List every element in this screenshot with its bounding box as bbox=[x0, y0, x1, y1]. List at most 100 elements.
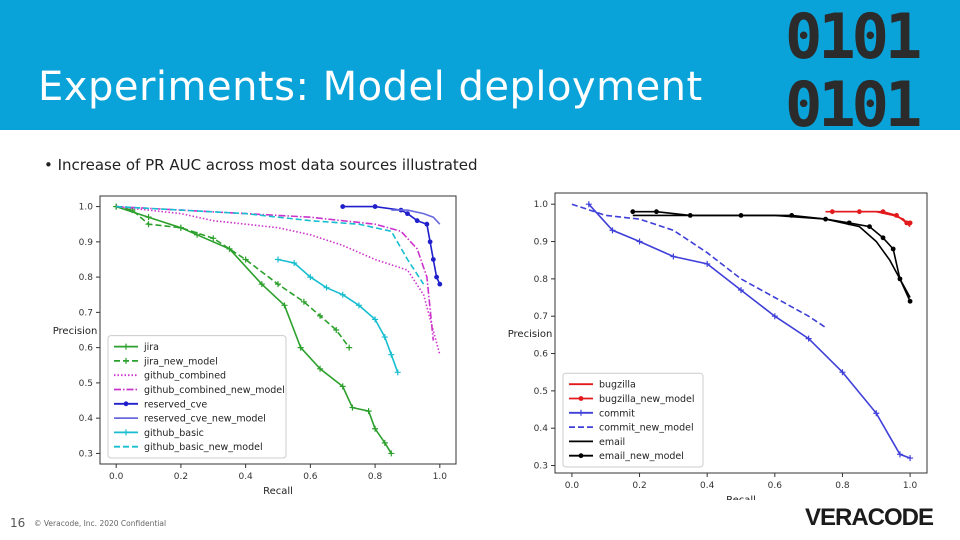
x-tick-label: 1.0 bbox=[433, 472, 448, 482]
x-tick-label: 0.2 bbox=[632, 481, 646, 491]
x-axis-label: Recall bbox=[726, 495, 756, 500]
slide-number: 16 bbox=[10, 516, 26, 530]
series-line-reserved-cve bbox=[342, 205, 441, 285]
data-point-marker bbox=[372, 425, 379, 432]
data-point-marker bbox=[630, 209, 636, 215]
y-axis-label: Precision bbox=[508, 329, 553, 340]
legend-marker bbox=[123, 357, 129, 364]
data-point-marker bbox=[405, 211, 410, 217]
legend-label: reserved_cve bbox=[144, 399, 207, 410]
y-tick-label: 1.0 bbox=[79, 203, 94, 213]
data-point-marker bbox=[210, 235, 217, 242]
x-tick-label: 0.6 bbox=[768, 481, 783, 491]
data-point-marker bbox=[394, 369, 401, 376]
y-tick-label: 0.9 bbox=[79, 238, 94, 248]
data-point-marker bbox=[323, 284, 330, 291]
data-point-marker bbox=[738, 287, 744, 294]
data-point-marker bbox=[333, 327, 340, 333]
binary-0101-logo-icon: 0101 0101 bbox=[785, 0, 924, 130]
legend-label: email bbox=[599, 437, 625, 448]
series-line-jira-new-model bbox=[116, 205, 350, 349]
series-line-github-basic-new-model bbox=[116, 205, 425, 285]
x-tick-label: 0.4 bbox=[238, 472, 253, 482]
data-point-marker bbox=[388, 450, 395, 457]
data-point-marker bbox=[291, 260, 298, 266]
legend-marker bbox=[123, 401, 129, 407]
x-tick-label: 0.0 bbox=[565, 481, 580, 491]
header-banner bbox=[0, 0, 960, 130]
y-tick-label: 0.3 bbox=[79, 449, 93, 459]
data-point-marker bbox=[839, 369, 846, 376]
series-line-commit-new-model bbox=[571, 203, 826, 329]
x-tick-label: 0.6 bbox=[303, 472, 318, 482]
data-point-marker bbox=[585, 201, 592, 208]
x-tick-label: 0.8 bbox=[835, 481, 850, 491]
data-point-marker bbox=[317, 312, 324, 319]
pr-curve-chart-right: 0.0 0.2 0.4 0.6 0.8 1.0 0.3 0.4 0.5 0.6 0.7 0.8 0.9 1… bbox=[505, 188, 935, 500]
data-point-marker bbox=[388, 351, 395, 358]
data-point-marker bbox=[687, 213, 693, 218]
data-point-marker bbox=[424, 221, 430, 227]
data-point-marker bbox=[430, 257, 436, 262]
data-point-marker bbox=[317, 365, 324, 372]
series-line-github-combined bbox=[116, 205, 441, 355]
data-point-marker bbox=[867, 224, 872, 229]
data-point-marker bbox=[372, 204, 378, 209]
legend-label: email_new_model bbox=[599, 451, 684, 462]
y-tick-label: 0.8 bbox=[79, 273, 94, 283]
data-point-marker bbox=[609, 227, 616, 234]
y-tick-label: 0.5 bbox=[534, 387, 548, 397]
data-point-marker bbox=[340, 204, 346, 209]
data-point-marker bbox=[654, 209, 659, 215]
data-point-marker bbox=[880, 209, 886, 215]
data-point-marker bbox=[789, 213, 795, 218]
legend-box bbox=[107, 335, 287, 459]
data-point-marker bbox=[873, 410, 880, 417]
series-line-email-new-model bbox=[632, 210, 911, 302]
data-point-marker bbox=[242, 256, 249, 263]
data-point-marker bbox=[177, 224, 184, 231]
data-point-marker bbox=[890, 246, 896, 252]
data-point-marker bbox=[670, 253, 677, 260]
data-point-marker bbox=[381, 439, 388, 446]
veracode-logo-icon: VERACODE bbox=[805, 504, 934, 531]
data-point-marker bbox=[414, 218, 420, 224]
y-axis-label: Precision bbox=[53, 326, 98, 337]
y-tick-label: 0.3 bbox=[534, 462, 548, 472]
legend-label: github_combined_new_model bbox=[144, 385, 285, 396]
data-point-marker bbox=[346, 344, 353, 351]
data-point-marker bbox=[297, 344, 304, 351]
y-tick-label: 0.6 bbox=[534, 350, 549, 360]
data-point-marker bbox=[829, 209, 835, 215]
legend-label: github_basic_new_model bbox=[144, 442, 263, 453]
series-line-commit bbox=[588, 203, 911, 459]
legend-marker bbox=[123, 429, 129, 436]
data-point-marker bbox=[805, 335, 812, 342]
x-axis-label: Recall bbox=[263, 486, 293, 497]
series-line-github-basic bbox=[277, 258, 399, 373]
data-point-marker bbox=[704, 260, 711, 267]
legend-label: commit_new_model bbox=[599, 423, 694, 434]
x-tick-label: 0.2 bbox=[174, 472, 188, 482]
y-tick-label: 0.4 bbox=[534, 424, 549, 434]
copyright-notice: © Veracode, Inc. 2020 Confidential bbox=[34, 519, 167, 528]
data-point-marker bbox=[907, 220, 913, 226]
data-point-marker bbox=[372, 316, 379, 323]
data-point-marker bbox=[894, 213, 899, 218]
series-line-github-combined-new-model bbox=[116, 205, 435, 341]
y-tick-label: 0.4 bbox=[79, 414, 94, 424]
data-point-marker bbox=[275, 256, 281, 263]
binary-logo-line-2: 0101 bbox=[785, 68, 920, 130]
y-tick-label: 0.9 bbox=[534, 238, 549, 248]
data-point-marker bbox=[846, 220, 852, 226]
data-point-marker bbox=[145, 221, 152, 228]
data-point-marker bbox=[880, 235, 886, 241]
legend-marker bbox=[123, 343, 129, 350]
pr-curve-chart-left: 0.0 0.2 0.4 0.6 0.8 1.0 0.3 0.4 0.5 0.6 0.7 0.8 0.9 1… bbox=[48, 188, 463, 500]
data-point-marker bbox=[349, 404, 356, 411]
legend-label: reserved_cve_new_model bbox=[144, 414, 266, 425]
data-point-marker bbox=[823, 216, 828, 222]
data-point-marker bbox=[771, 313, 778, 320]
data-point-marker bbox=[145, 214, 152, 221]
data-point-marker bbox=[381, 334, 388, 341]
